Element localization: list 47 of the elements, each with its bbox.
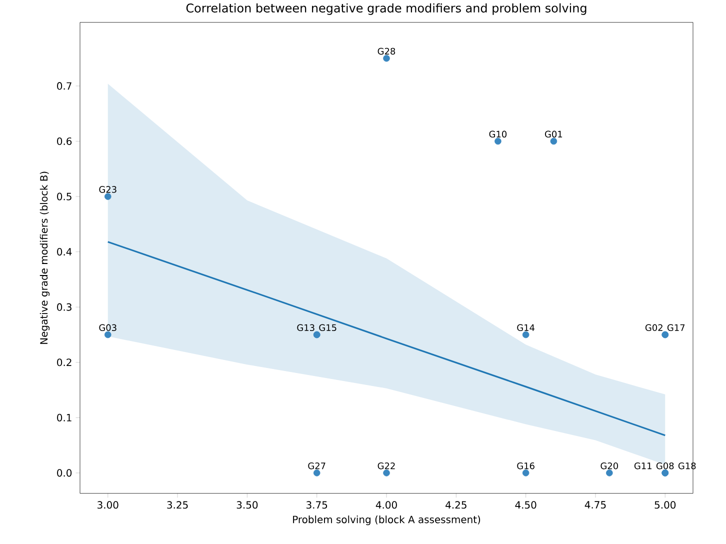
point xyxy=(383,469,390,476)
annotation: G02 xyxy=(645,324,662,331)
annotation: G17 xyxy=(667,324,685,331)
y-tick-label: 0.1 xyxy=(57,414,72,422)
annotation: G10 xyxy=(489,130,507,138)
point xyxy=(550,138,558,144)
y-tick-label: 0.6 xyxy=(57,137,72,145)
point xyxy=(522,331,530,338)
y-tick-label: 0.5 xyxy=(57,192,72,200)
annotation: G11 xyxy=(634,462,652,470)
annotation: G01 xyxy=(545,130,562,138)
y-tick-label: 0.0 xyxy=(57,468,72,476)
annotation: G03 xyxy=(99,324,116,331)
x-tick-label: 3.00 xyxy=(98,500,118,508)
x-axis-title: Problem solving (block A assessment) xyxy=(293,515,480,525)
annotation: G23 xyxy=(99,186,116,193)
point xyxy=(104,331,112,338)
annotation: G18 xyxy=(678,462,696,470)
annotation: G15 xyxy=(319,324,336,331)
annotation: G27 xyxy=(308,462,326,470)
x-tick-label: 4.75 xyxy=(584,500,606,508)
y-tick-label: 0.4 xyxy=(57,248,72,256)
x-tick-label: 3.50 xyxy=(236,500,258,508)
y-tick-label: 0.7 xyxy=(57,82,72,90)
point xyxy=(522,469,530,476)
x-tick-label: 3.25 xyxy=(167,500,188,508)
y-tick-label: 0.3 xyxy=(57,303,72,311)
annotation: G28 xyxy=(378,48,396,54)
annotation: G14 xyxy=(517,324,534,331)
annotation: G20 xyxy=(600,462,618,470)
point xyxy=(383,54,390,62)
point xyxy=(313,469,320,476)
chart-title: Correlation between negative grade modifiers and problem solving xyxy=(186,3,586,15)
x-tick-label: 4.50 xyxy=(515,500,536,508)
annotation: G16 xyxy=(517,462,534,470)
x-tick-label: 5.00 xyxy=(654,500,676,508)
annotation: G08 xyxy=(656,462,674,470)
point xyxy=(104,192,112,200)
point xyxy=(606,469,613,476)
point xyxy=(494,138,502,144)
x-tick-label: 3.75 xyxy=(306,500,328,508)
annotation: G13 xyxy=(297,324,314,331)
x-tick-label: 4.00 xyxy=(376,500,397,508)
annotation: G22 xyxy=(378,462,395,470)
x-tick-label: 4.25 xyxy=(446,500,466,508)
y-tick-label: 0.2 xyxy=(57,358,72,366)
y-axis-title: Negative grade modifiers (block B) xyxy=(40,172,50,344)
